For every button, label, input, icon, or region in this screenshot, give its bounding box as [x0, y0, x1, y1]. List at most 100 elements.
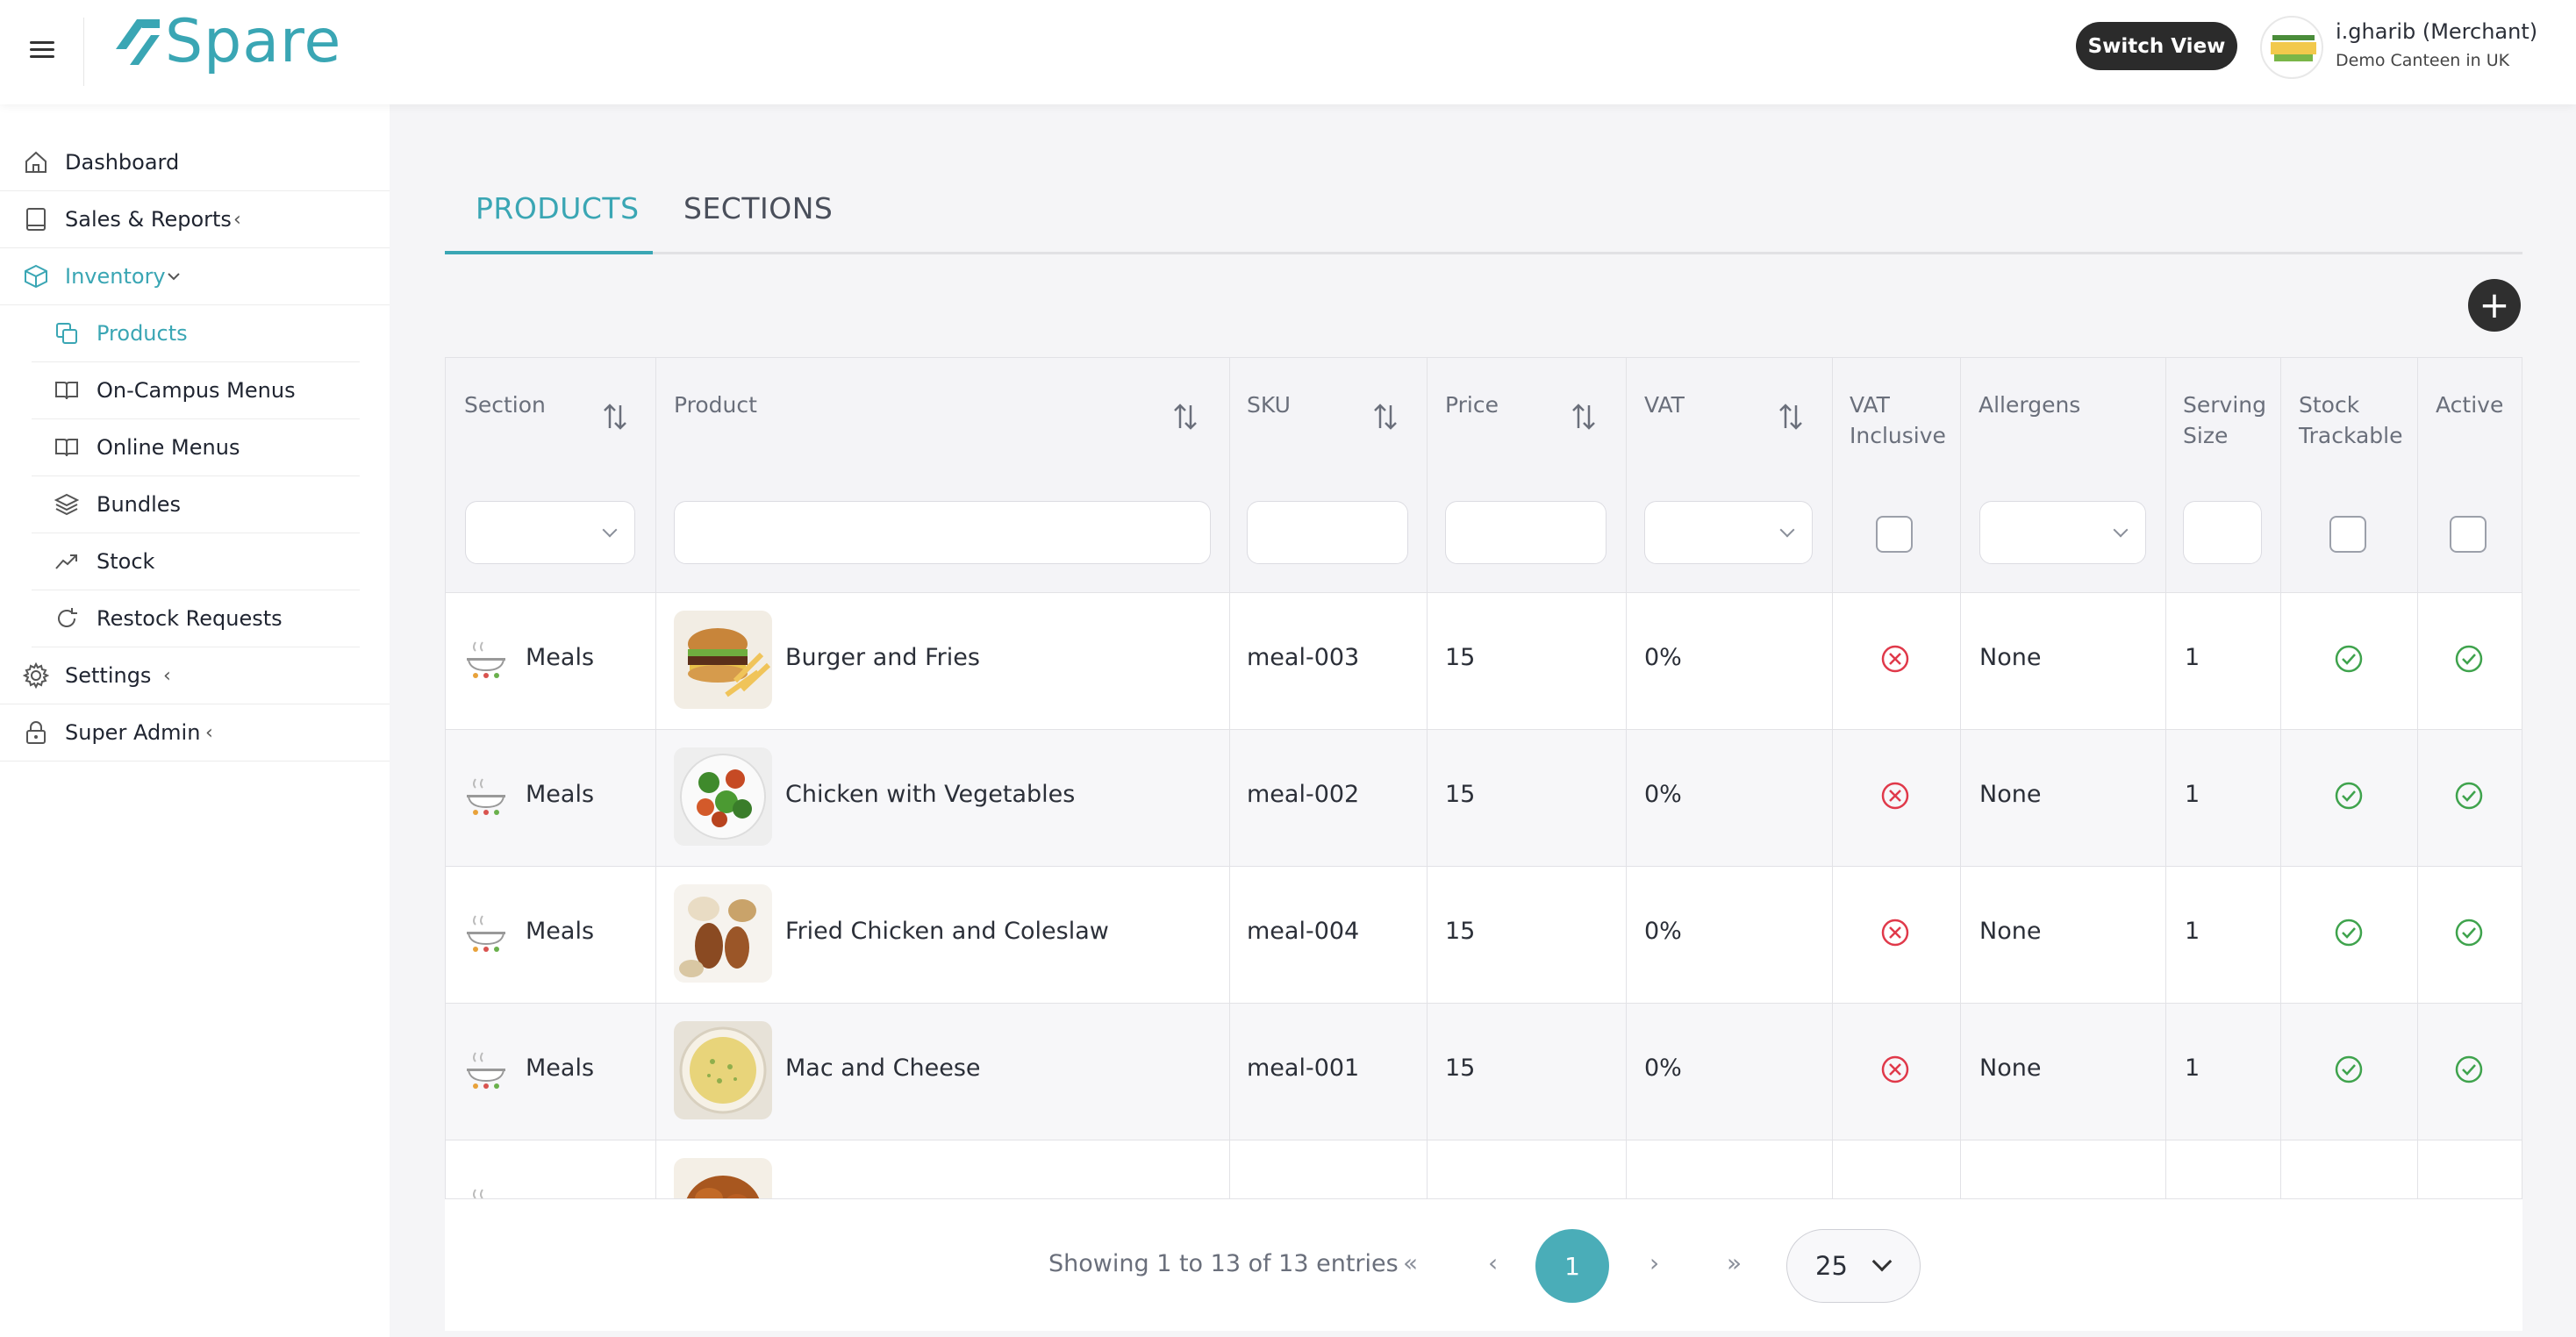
sidebar-item-on-campus-menus[interactable]: On-Campus Menus — [32, 362, 360, 419]
column-header-sku[interactable]: SKU — [1247, 392, 1291, 418]
section-cell: Meals — [526, 1055, 595, 1082]
avatar[interactable] — [2260, 16, 2323, 79]
sidebar-item-restock-requests[interactable]: Restock Requests — [32, 590, 360, 647]
products-table: Section Product SKU Price VAT VAT Inclus… — [445, 357, 2522, 1199]
sort-icon[interactable] — [1571, 402, 1597, 432]
hamburger-menu-icon[interactable] — [30, 41, 54, 61]
user-subtitle: Demo Canteen in UK — [2336, 51, 2510, 70]
column-divider — [2417, 358, 2418, 1198]
sidebar-item-online-menus[interactable]: Online Menus — [32, 419, 360, 476]
product-name-cell[interactable]: Chicken with Vegetables — [785, 781, 1076, 808]
sku-filter-input[interactable] — [1247, 501, 1408, 564]
sidebar-item-label: Products — [97, 321, 188, 346]
product-name-cell[interactable]: Fried Chicken and Coleslaw — [785, 918, 1109, 945]
vat-cell: 0% — [1644, 781, 1682, 808]
section-meal-icon — [467, 778, 505, 815]
product-filter-input[interactable] — [674, 501, 1211, 564]
check-circle-icon — [2335, 645, 2363, 673]
price-cell: 15 — [1445, 781, 1476, 808]
last-page-button[interactable]: » — [1727, 1248, 1742, 1277]
section-filter-select[interactable] — [465, 501, 635, 564]
sku-cell: meal-004 — [1247, 918, 1360, 945]
page-1-button[interactable]: 1 — [1535, 1229, 1609, 1303]
active-filter-checkbox[interactable] — [2450, 516, 2487, 553]
sort-icon[interactable] — [1372, 402, 1399, 432]
product-name-cell[interactable]: Mac and Cheese — [785, 1055, 981, 1082]
vat-cell: 0% — [1644, 644, 1682, 671]
sidebar-item-stock[interactable]: Stock — [32, 533, 360, 590]
column-header-vat[interactable]: VAT — [1644, 392, 1685, 418]
chevron-left-icon: ‹ — [233, 208, 241, 231]
product-image — [674, 1021, 772, 1119]
vat-cell: 0% — [1644, 1055, 1682, 1082]
column-header-vat-inclusive: VAT Inclusive — [1850, 392, 1946, 448]
pagination-info: Showing 1 to 13 of 13 entries — [1048, 1250, 1399, 1277]
user-name[interactable]: i.gharib (Merchant) — [2336, 19, 2538, 44]
table-row[interactable]: Meals Burger and Fries meal-003 15 0% No… — [446, 593, 2522, 730]
column-divider — [1427, 358, 1428, 1198]
vat-filter-select[interactable] — [1644, 501, 1813, 564]
serving-size-cell: 1 — [2185, 781, 2200, 808]
tab-products[interactable]: PRODUCTS — [476, 191, 640, 225]
stock-trackable-filter-checkbox[interactable] — [2329, 516, 2366, 553]
check-circle-icon — [2455, 645, 2483, 673]
allergens-cell: None — [1979, 918, 2042, 945]
price-filter-input[interactable] — [1445, 501, 1606, 564]
tab-sections[interactable]: SECTIONS — [683, 191, 834, 225]
first-page-button[interactable]: « — [1403, 1248, 1419, 1277]
column-header-section[interactable]: Section — [464, 392, 546, 418]
sidebar-item-label: Settings — [65, 663, 152, 688]
table-row[interactable]: Meals Chicken with Vegetables meal-002 1… — [446, 730, 2522, 867]
check-circle-icon — [2455, 1055, 2483, 1083]
active-tab-indicator — [445, 251, 653, 254]
column-header-product[interactable]: Product — [674, 392, 757, 418]
trend-up-icon — [55, 554, 77, 569]
check-circle-icon — [2335, 1055, 2363, 1083]
table-row[interactable]: Meals Mac and Cheese meal-001 15 0% None… — [446, 1004, 2522, 1140]
sidebar-item-super-admin[interactable]: Super Admin ‹ — [0, 704, 390, 761]
table-row[interactable] — [446, 1140, 2522, 1198]
check-circle-icon — [2455, 919, 2483, 947]
gear-icon — [23, 662, 49, 689]
add-product-button[interactable]: + — [2468, 279, 2521, 332]
layers-icon — [54, 493, 79, 516]
table-row[interactable]: Meals Fried Chicken and Coleslaw meal-00… — [446, 867, 2522, 1004]
logo-mark-icon — [116, 19, 160, 65]
column-header-active: Active — [2436, 392, 2504, 418]
vat-inclusive-filter-checkbox[interactable] — [1876, 516, 1913, 553]
section-cell: Meals — [526, 644, 595, 671]
sort-icon[interactable] — [1778, 402, 1804, 432]
sidebar-item-label: Super Admin — [65, 720, 201, 745]
sidebar-item-products[interactable]: Products — [32, 305, 360, 362]
sort-icon[interactable] — [1172, 402, 1199, 432]
sidebar-item-label: On-Campus Menus — [97, 378, 296, 403]
product-name-cell[interactable]: Burger and Fries — [785, 644, 980, 671]
vat-cell: 0% — [1644, 918, 1682, 945]
x-circle-icon — [1881, 1055, 1909, 1083]
serving-size-filter-input[interactable] — [2183, 501, 2262, 564]
product-image — [674, 1158, 772, 1198]
page-size-select[interactable]: 25 — [1786, 1229, 1921, 1303]
sidebar-item-dashboard[interactable]: Dashboard — [0, 134, 390, 191]
sidebar-item-sales-reports[interactable]: Sales & Reports ‹ — [0, 191, 390, 248]
column-divider — [1626, 358, 1627, 1198]
allergens-filter-select[interactable] — [1979, 501, 2146, 564]
sort-icon[interactable] — [602, 402, 628, 432]
sidebar-item-settings[interactable]: Settings ‹ — [0, 647, 390, 704]
sidebar-item-label: Dashboard — [65, 150, 180, 175]
switch-view-button[interactable]: Switch View — [2076, 22, 2237, 70]
column-divider — [2280, 358, 2281, 1198]
tab-bar: PRODUCTS SECTIONS — [445, 167, 2522, 254]
prev-page-button[interactable]: ‹ — [1488, 1248, 1499, 1277]
chevron-left-icon: ‹ — [163, 664, 171, 687]
sidebar-item-inventory[interactable]: Inventory — [0, 248, 390, 305]
sku-cell: meal-001 — [1247, 1055, 1360, 1082]
spare-logo[interactable]: Spare — [111, 12, 341, 72]
column-header-price[interactable]: Price — [1445, 392, 1499, 418]
page-size-value: 25 — [1815, 1251, 1848, 1281]
next-page-button[interactable]: › — [1649, 1248, 1660, 1277]
chevron-left-icon: ‹ — [205, 721, 213, 744]
serving-size-cell: 1 — [2185, 644, 2200, 671]
chevron-down-icon — [168, 273, 180, 281]
sidebar-item-bundles[interactable]: Bundles — [32, 476, 360, 533]
